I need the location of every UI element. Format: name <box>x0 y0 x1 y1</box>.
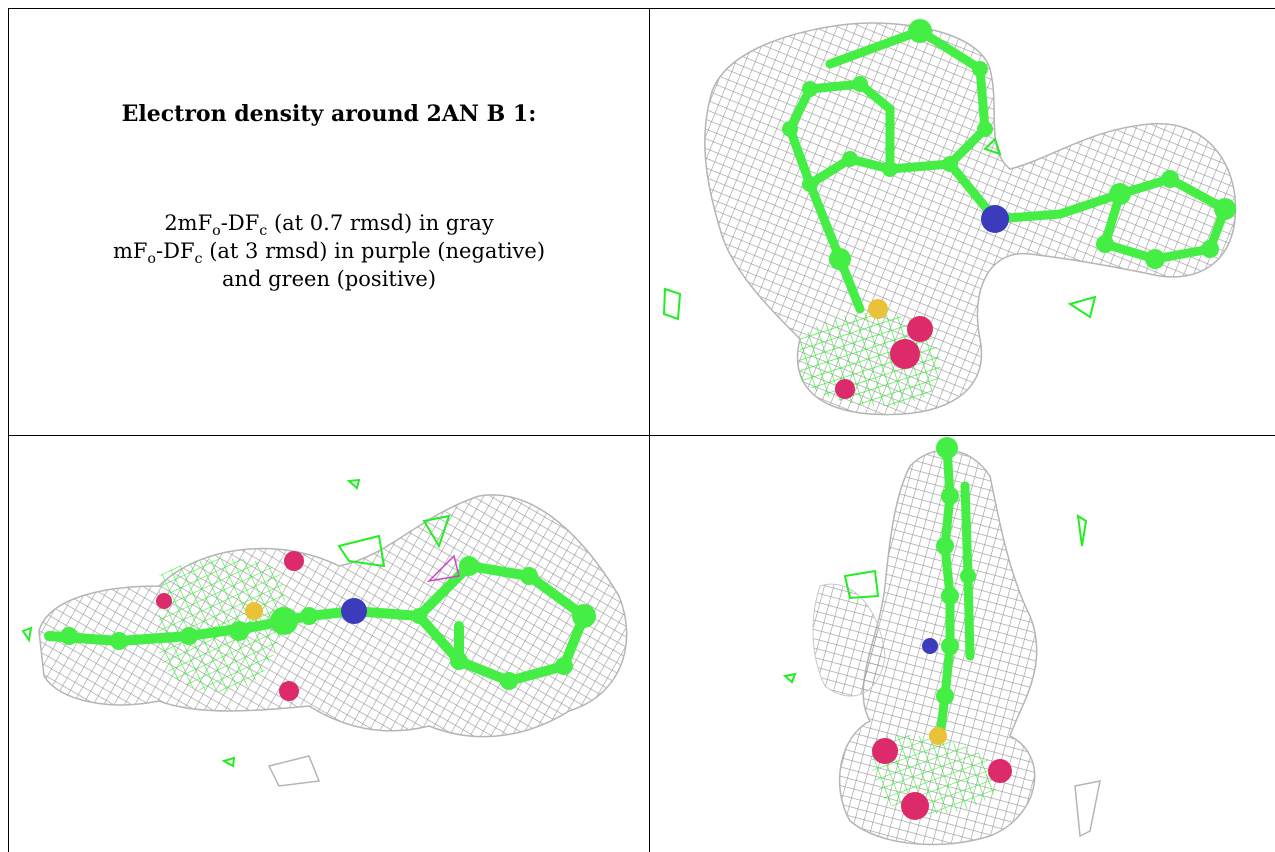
density-panel-bottom-left <box>9 436 649 852</box>
density-map-view-2-icon <box>21 478 628 787</box>
table-border-middle <box>8 435 1275 436</box>
density-panel-top-right <box>650 9 1275 435</box>
table-border-top <box>8 8 1275 9</box>
table-border-center <box>649 8 650 852</box>
caption-line-2mfo-dfc: 2mFo-DFc (at 0.7 rmsd) in gray <box>164 211 494 240</box>
caption-cell: Electron density around 2AN B 1: 2mFo-DF… <box>9 9 649 435</box>
caption-line-mfo-dfc: mFo-DFc (at 3 rmsd) in purple (negative) <box>112 239 546 268</box>
density-map-view-1-icon <box>662 19 1237 416</box>
density-map-view-3-icon <box>782 437 1101 846</box>
caption-line-colors: and green (positive) <box>221 267 437 291</box>
caption-legend: 2mFo-DFc (at 0.7 rmsd) in gray mFo-DFc (… <box>9 209 649 293</box>
density-panel-bottom-right <box>650 436 1275 852</box>
table-border-left <box>8 8 9 852</box>
caption-title: Electron density around 2AN B 1: <box>121 101 537 127</box>
